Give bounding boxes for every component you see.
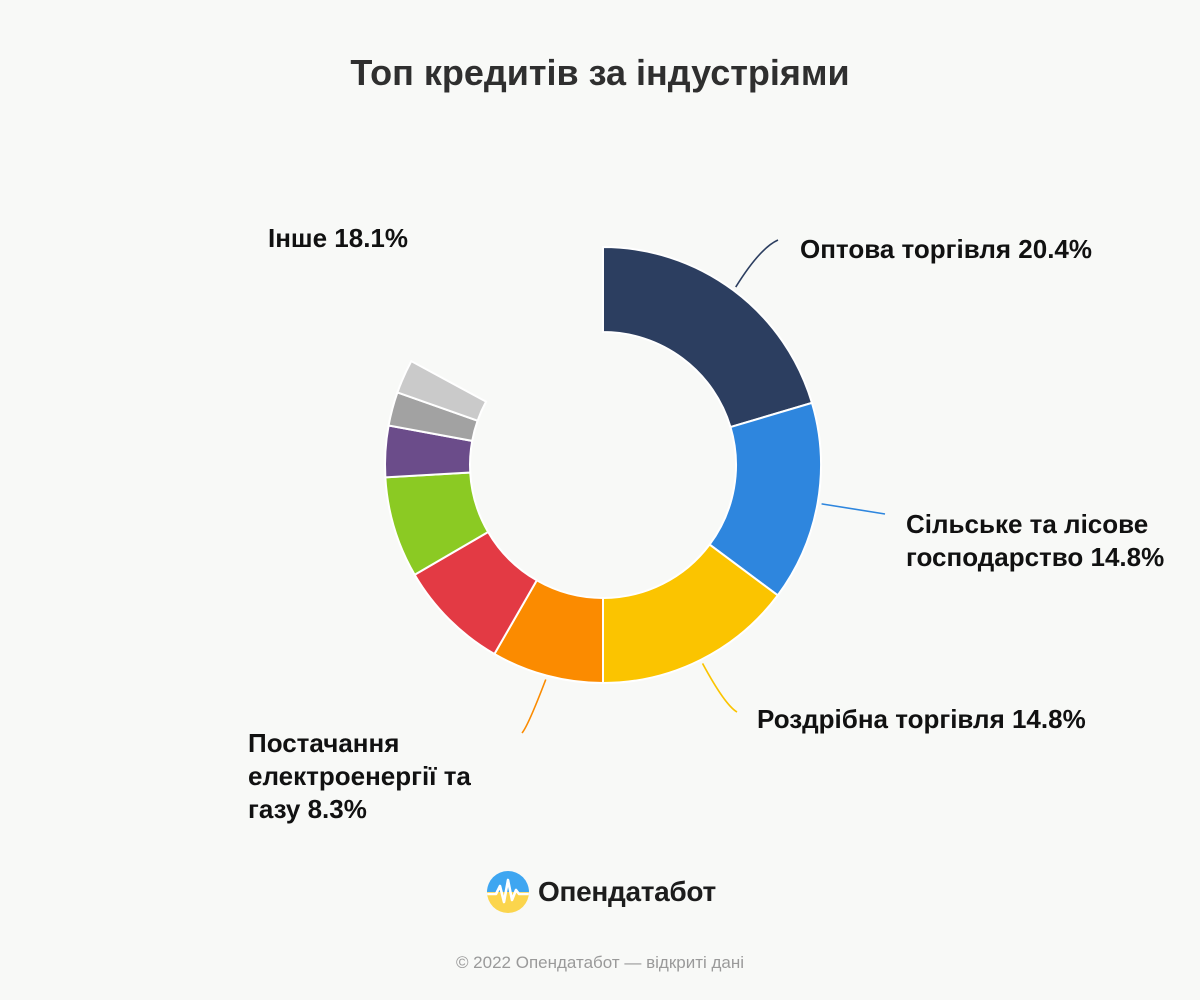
brand-name: Опендатабот [538,876,716,907]
chart-title: Топ кредитів за індустріями [350,52,850,93]
slice-label-energy: Постачання електроенергії та газу 8.3% [248,728,471,824]
opendatabot-logo-icon [487,871,529,913]
copyright-footer: © 2022 Опендатабот — відкриті дані [455,953,745,972]
leader-line-retail [701,663,738,713]
leader-line-wholesale [735,239,779,288]
slice-label-retail: Роздрібна торгівля 14.8% [757,704,1086,734]
slice-label-wholesale: Оптова торгівля 20.4% [800,234,1093,264]
donut-slice-wholesale [602,245,814,429]
leader-line-energy [521,679,547,734]
donut-slice-other-lightgray [396,359,488,423]
leader-line-agriculture [821,503,886,515]
brand-logo: Опендатабот [486,870,716,914]
slice-label-other: Інше 18.1% [268,223,409,253]
slice-label-agriculture: Сільське та лісове господарство 14.8% [906,509,1165,572]
